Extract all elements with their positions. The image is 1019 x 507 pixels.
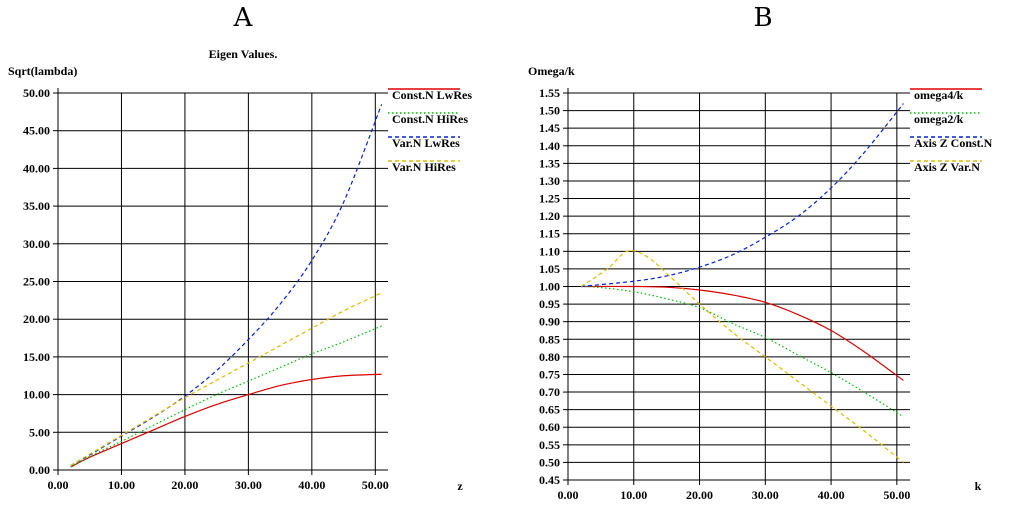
- x-tick-label: 50.00: [883, 488, 910, 502]
- y-tick-label: 0.45: [539, 473, 560, 487]
- y-tick-label: 1.55: [539, 86, 560, 100]
- y-tick-label: 50.00: [23, 86, 50, 100]
- y-tick-label: 30.00: [23, 237, 50, 251]
- y-axis-label: Sqrt(lambda): [8, 64, 77, 78]
- series-line-2: [70, 325, 382, 468]
- series-line-1: [581, 285, 904, 381]
- x-axis-label: z: [457, 479, 463, 493]
- y-tick-label: 0.75: [539, 367, 560, 381]
- x-tick-label: 30.00: [752, 488, 779, 502]
- x-tick-label: 0.00: [48, 478, 69, 492]
- y-tick-label: 0.80: [539, 350, 560, 364]
- y-tick-label: 0.50: [539, 455, 560, 469]
- x-tick-label: 40.00: [818, 488, 845, 502]
- legend-label-2: omega2/k: [914, 112, 964, 126]
- y-tick-label: 1.05: [539, 262, 560, 276]
- y-tick-label: 1.30: [539, 174, 560, 188]
- y-tick-label: 0.65: [539, 403, 560, 417]
- legend-label-3: Axis Z Const.N: [914, 136, 993, 150]
- y-tick-label: 0.95: [539, 297, 560, 311]
- y-tick-label: 1.15: [539, 227, 560, 241]
- y-tick-label: 45.00: [23, 124, 50, 138]
- legend-label-4: Var.N HiRes: [392, 160, 456, 174]
- series-line-4: [580, 250, 904, 463]
- y-tick-label: 1.10: [539, 244, 560, 258]
- chart-b: Omega/k k 0.45 0.50 0.55 0.60 0.65 0.70 0.75 0.80…: [528, 64, 993, 502]
- y-tick-label: 0.55: [539, 438, 560, 452]
- y-tick-label: 5.00: [29, 425, 50, 439]
- legend-label-4: Axis Z Var.N: [914, 160, 980, 174]
- y-tick-label: 0.00: [29, 463, 50, 477]
- y-tick-label: 0.85: [539, 332, 560, 346]
- y-tick-label: 1.50: [539, 104, 560, 118]
- x-tick-label: 20.00: [686, 488, 713, 502]
- y-tick-label: 25.00: [23, 275, 50, 289]
- y-tick-label: 1.45: [539, 121, 560, 135]
- x-tick-label: 10.00: [108, 478, 135, 492]
- y-axis-label: Omega/k: [528, 64, 575, 78]
- y-tick-label: 1.25: [539, 192, 560, 206]
- y-tick-label: 0.60: [539, 420, 560, 434]
- series-line-1: [70, 373, 382, 468]
- x-axis-label: k: [975, 479, 982, 493]
- series-line-2: [581, 285, 904, 418]
- y-tick-label: 1.20: [539, 209, 560, 223]
- y-tick-label: 40.00: [23, 161, 50, 175]
- panel-label-b: B: [753, 3, 772, 33]
- series-line-3: [581, 103, 904, 288]
- y-tick-label: 0.90: [539, 315, 560, 329]
- legend-label-1: omega4/k: [914, 88, 964, 102]
- chart-a: Eigen Values. Sqrt(lambda) z 0.00 5.00 10.00 1…: [8, 47, 472, 493]
- x-tick-label: 0.00: [558, 488, 579, 502]
- x-tick-label: 10.00: [620, 488, 647, 502]
- y-tick-label: 1.00: [539, 280, 560, 294]
- y-tick-label: 15.00: [23, 350, 50, 364]
- series-line-4: [70, 292, 382, 466]
- y-tick-label: 10.00: [23, 388, 50, 402]
- x-tick-label: 40.00: [298, 478, 325, 492]
- legend-label-2: Const.N HiRes: [392, 112, 468, 126]
- y-tick-label: 0.70: [539, 385, 560, 399]
- y-tick-label: 1.40: [539, 139, 560, 153]
- legend-label-3: Var.N LwRes: [392, 136, 460, 150]
- x-tick-label: 20.00: [171, 478, 198, 492]
- legend-label-1: Const.N LwRes: [392, 88, 472, 102]
- y-tick-label: 20.00: [23, 312, 50, 326]
- series-line-3: [70, 104, 383, 467]
- chart-title: Eigen Values.: [209, 47, 278, 61]
- x-tick-label: 30.00: [235, 478, 262, 492]
- x-tick-label: 50.00: [362, 478, 389, 492]
- panel-label-a: A: [233, 3, 254, 33]
- y-tick-label: 35.00: [23, 199, 50, 213]
- y-tick-label: 1.35: [539, 156, 560, 170]
